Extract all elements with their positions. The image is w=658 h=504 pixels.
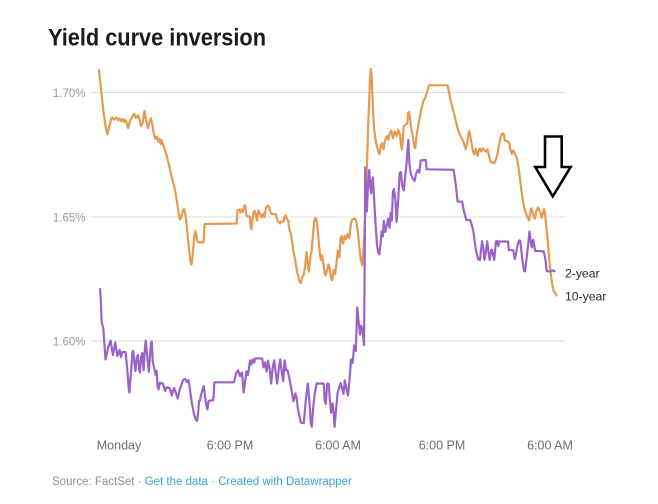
svg-text:6:00 PM: 6:00 PM: [207, 439, 254, 453]
svg-text:Yield curve inversion: Yield curve inversion: [48, 25, 266, 52]
svg-text:6:00 PM: 6:00 PM: [419, 439, 466, 453]
svg-text:Monday: Monday: [97, 439, 142, 453]
svg-text:6:00 AM: 6:00 AM: [315, 439, 361, 453]
svg-text:1.70%: 1.70%: [53, 88, 86, 100]
svg-text:1.65%: 1.65%: [53, 212, 86, 224]
svg-text:1.60%: 1.60%: [53, 336, 86, 348]
svg-text:2-year: 2-year: [565, 267, 600, 281]
svg-text:6:00 AM: 6:00 AM: [527, 439, 573, 453]
svg-text:10-year: 10-year: [565, 290, 606, 304]
svg-text:Source: FactSet · Get the data: Source: FactSet · Get the data · Created…: [52, 476, 352, 488]
